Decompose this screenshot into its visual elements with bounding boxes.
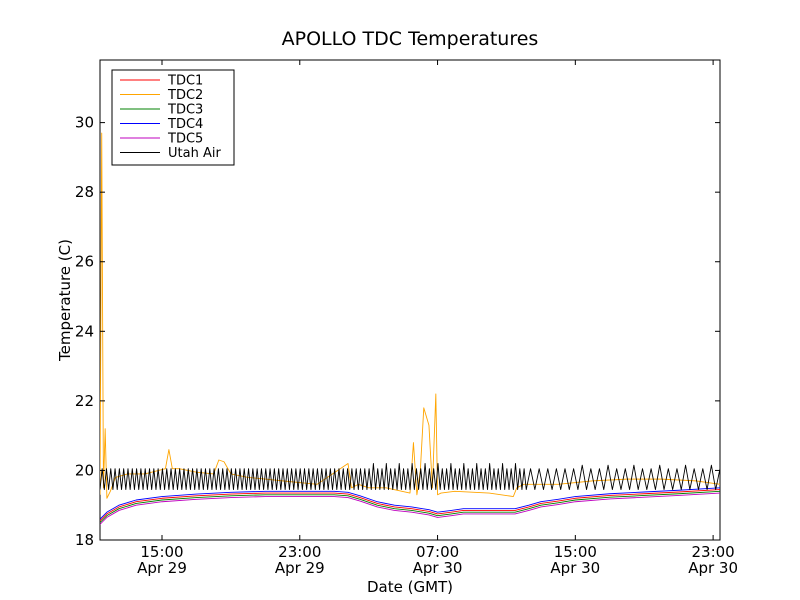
- y-tick-label: 26: [75, 253, 94, 271]
- x-tick-label-time: 15:00: [140, 543, 183, 561]
- plot-area: [100, 132, 720, 525]
- series-line-tdc4: [100, 487, 720, 520]
- legend-label: Utah Air: [168, 146, 221, 161]
- y-tick-label: 24: [75, 322, 94, 340]
- x-tick-label-time: 07:00: [416, 543, 459, 561]
- y-tick-label: 18: [75, 531, 94, 549]
- legend-label: TDC4: [167, 117, 203, 132]
- legend-label: TDC3: [167, 103, 203, 118]
- legend-label: TDC5: [167, 132, 203, 147]
- x-tick-label-date: Apr 29: [275, 559, 325, 577]
- y-axis-label: Temperature (C): [56, 239, 74, 362]
- series-line-tdc3: [100, 490, 720, 523]
- x-tick-label-date: Apr 30: [550, 559, 600, 577]
- series-line-utah-air: [100, 463, 720, 491]
- series-line-tdc5: [100, 492, 720, 525]
- x-tick-label-time: 15:00: [554, 543, 597, 561]
- legend-label: TDC1: [167, 74, 203, 89]
- series-line-tdc1: [100, 489, 720, 522]
- series-line-tdc2: [100, 132, 720, 499]
- x-tick-label-date: Apr 29: [137, 559, 187, 577]
- y-tick-label: 20: [75, 461, 94, 479]
- y-axis: 18 20 22 24 26 28 30: [75, 114, 720, 549]
- x-tick-label-date: Apr 30: [688, 559, 738, 577]
- x-axis-label: Date (GMT): [367, 578, 453, 596]
- y-tick-label: 30: [75, 114, 94, 132]
- y-tick-label: 28: [75, 183, 94, 201]
- chart-title: APOLLO TDC Temperatures: [282, 28, 539, 50]
- x-tick-label-time: 23:00: [691, 543, 734, 561]
- legend-label: TDC2: [167, 88, 203, 103]
- legend-box: [111, 69, 235, 166]
- y-tick-label: 22: [75, 392, 94, 410]
- x-tick-label-time: 23:00: [278, 543, 321, 561]
- x-tick-label-date: Apr 30: [413, 559, 463, 577]
